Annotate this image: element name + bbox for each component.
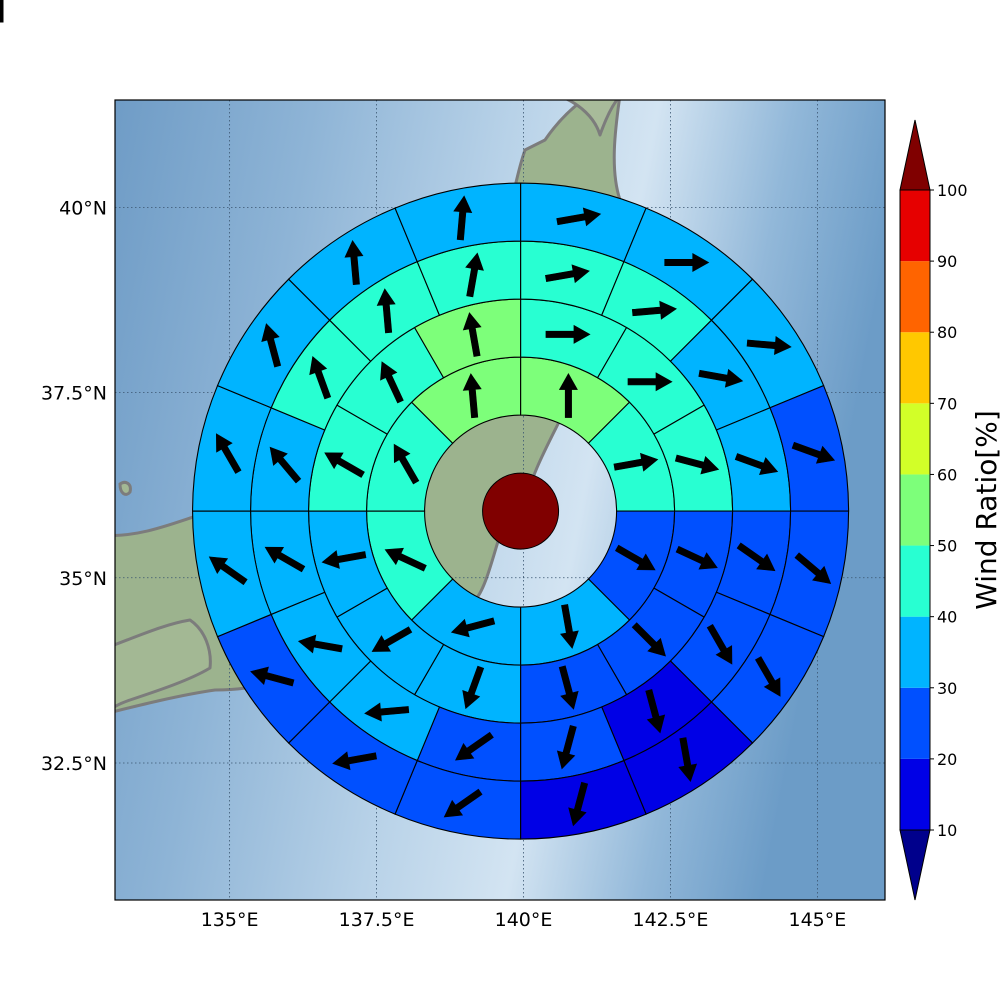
y-tick-label: 32.5°N (41, 753, 107, 775)
y-tick-label: 37.5°N (41, 383, 107, 405)
wind-arrow (556, 207, 602, 227)
colorbar-extend-max (899, 119, 931, 191)
ring-sector (394, 182, 522, 263)
wind-arrow (384, 547, 427, 572)
wind-arrow (376, 288, 396, 334)
wind-arrow (0, 0, 4, 23)
wind-arrow (675, 545, 718, 570)
land-hokkaido (565, 100, 619, 137)
wind-arrow (462, 373, 482, 419)
wind-ratio-rings (192, 182, 850, 840)
wind-arrow (614, 544, 656, 571)
colorbar-tick-label: 60 (937, 465, 957, 484)
colorbar-segment (900, 403, 930, 475)
colorbar-tick-label: 40 (937, 608, 957, 627)
wind-arrow (558, 373, 578, 418)
wind-arrow (627, 372, 673, 392)
land-shikoku (115, 618, 212, 709)
wind-arrow (261, 323, 282, 368)
wind-arrow (321, 550, 367, 569)
x-tick-label: 145°E (789, 909, 847, 931)
colorbar-segment (900, 190, 930, 262)
land-oki (118, 480, 132, 496)
wind-arrow (755, 656, 781, 697)
x-tick-label: 135°E (201, 909, 259, 931)
wind-arrow (364, 702, 410, 722)
wind-arrow (698, 368, 744, 388)
wind-arrow (462, 312, 482, 357)
wind-arrow (613, 452, 659, 472)
x-axis-ticks: 135°E 137.5°E 140°E 142.5°E 145°E (201, 909, 847, 931)
y-axis-ticks: 32.5°N 35°N 37.5°N 40°N (41, 197, 107, 775)
wind-arrow (264, 546, 306, 573)
x-tick-label: 137.5°E (339, 909, 415, 931)
wind-arrow (443, 788, 483, 818)
plot-frame (114, 99, 886, 901)
y-tick-label: 40°N (59, 197, 107, 219)
wind-arrow (453, 195, 473, 241)
wind-arrow (746, 336, 792, 355)
wind-arrow (465, 252, 484, 298)
colorbar-tick-label: 20 (937, 750, 957, 769)
wind-arrow (560, 604, 579, 649)
wind-arrow (791, 441, 836, 464)
colorbar-segment (900, 261, 930, 333)
wind-arrow (631, 300, 677, 320)
colorbar-frame (899, 189, 931, 831)
wind-arrow (545, 324, 591, 344)
colorbar-tick-label: 80 (937, 323, 957, 342)
wind-arrow (645, 689, 666, 734)
x-tick-label: 142.5°E (633, 909, 709, 931)
wind-arrow (309, 355, 332, 400)
wind-arrow (332, 751, 378, 771)
wind-arrow (545, 264, 590, 284)
colorbar-tick-label: 50 (937, 537, 957, 556)
wind-arrow (324, 452, 365, 478)
wind-arrow (393, 443, 420, 485)
wind-arrow (664, 252, 710, 273)
colorbar-tick-label: 10 (937, 821, 957, 840)
center-disk (482, 472, 560, 550)
colorbar-segment (900, 474, 930, 546)
colorbar-tick-label: 100 (937, 181, 968, 200)
wind-arrow (734, 453, 779, 475)
wind-arrow (558, 665, 579, 710)
wind-arrow (371, 626, 413, 652)
wind-arrow (631, 622, 666, 657)
colorbar-segment (900, 687, 930, 759)
colorbar-segment (900, 332, 930, 404)
colorbar-segment (900, 616, 930, 688)
wind-arrow (450, 617, 496, 638)
wind-arrow (678, 737, 698, 782)
wind-arrow (216, 433, 242, 474)
y-tick-label: 35°N (59, 568, 107, 590)
wind-arrow (208, 556, 248, 586)
wind-arrow (297, 634, 343, 654)
x-tick-label: 140°E (495, 909, 553, 931)
colorbar-extend-min (899, 829, 931, 901)
wind-arrow (344, 239, 364, 286)
wind-arrow (455, 731, 494, 761)
colorbar-tick-label: 90 (937, 252, 957, 271)
wind-arrow (556, 725, 577, 770)
wind-arrow (250, 666, 295, 687)
wind-arrow (462, 665, 485, 710)
wind-arrow (794, 552, 832, 584)
colorbar-segment (900, 758, 930, 830)
wind-arrow (736, 542, 776, 572)
wind-arrow (568, 781, 589, 827)
wind-arrow (674, 454, 720, 475)
colorbar: 10 20 30 40 50 60 70 80 90 100 (899, 119, 968, 901)
colorbar-tick-label: 30 (937, 679, 957, 698)
wind-arrows (0, 0, 836, 827)
wind-arrow (269, 446, 302, 484)
wind-arrow (380, 361, 404, 404)
wind-arrow (706, 623, 733, 665)
colorbar-tick-label: 70 (937, 394, 957, 413)
colorbar-segment (900, 545, 930, 617)
colorbar-label: Wind Ratio[%] (970, 410, 1000, 610)
